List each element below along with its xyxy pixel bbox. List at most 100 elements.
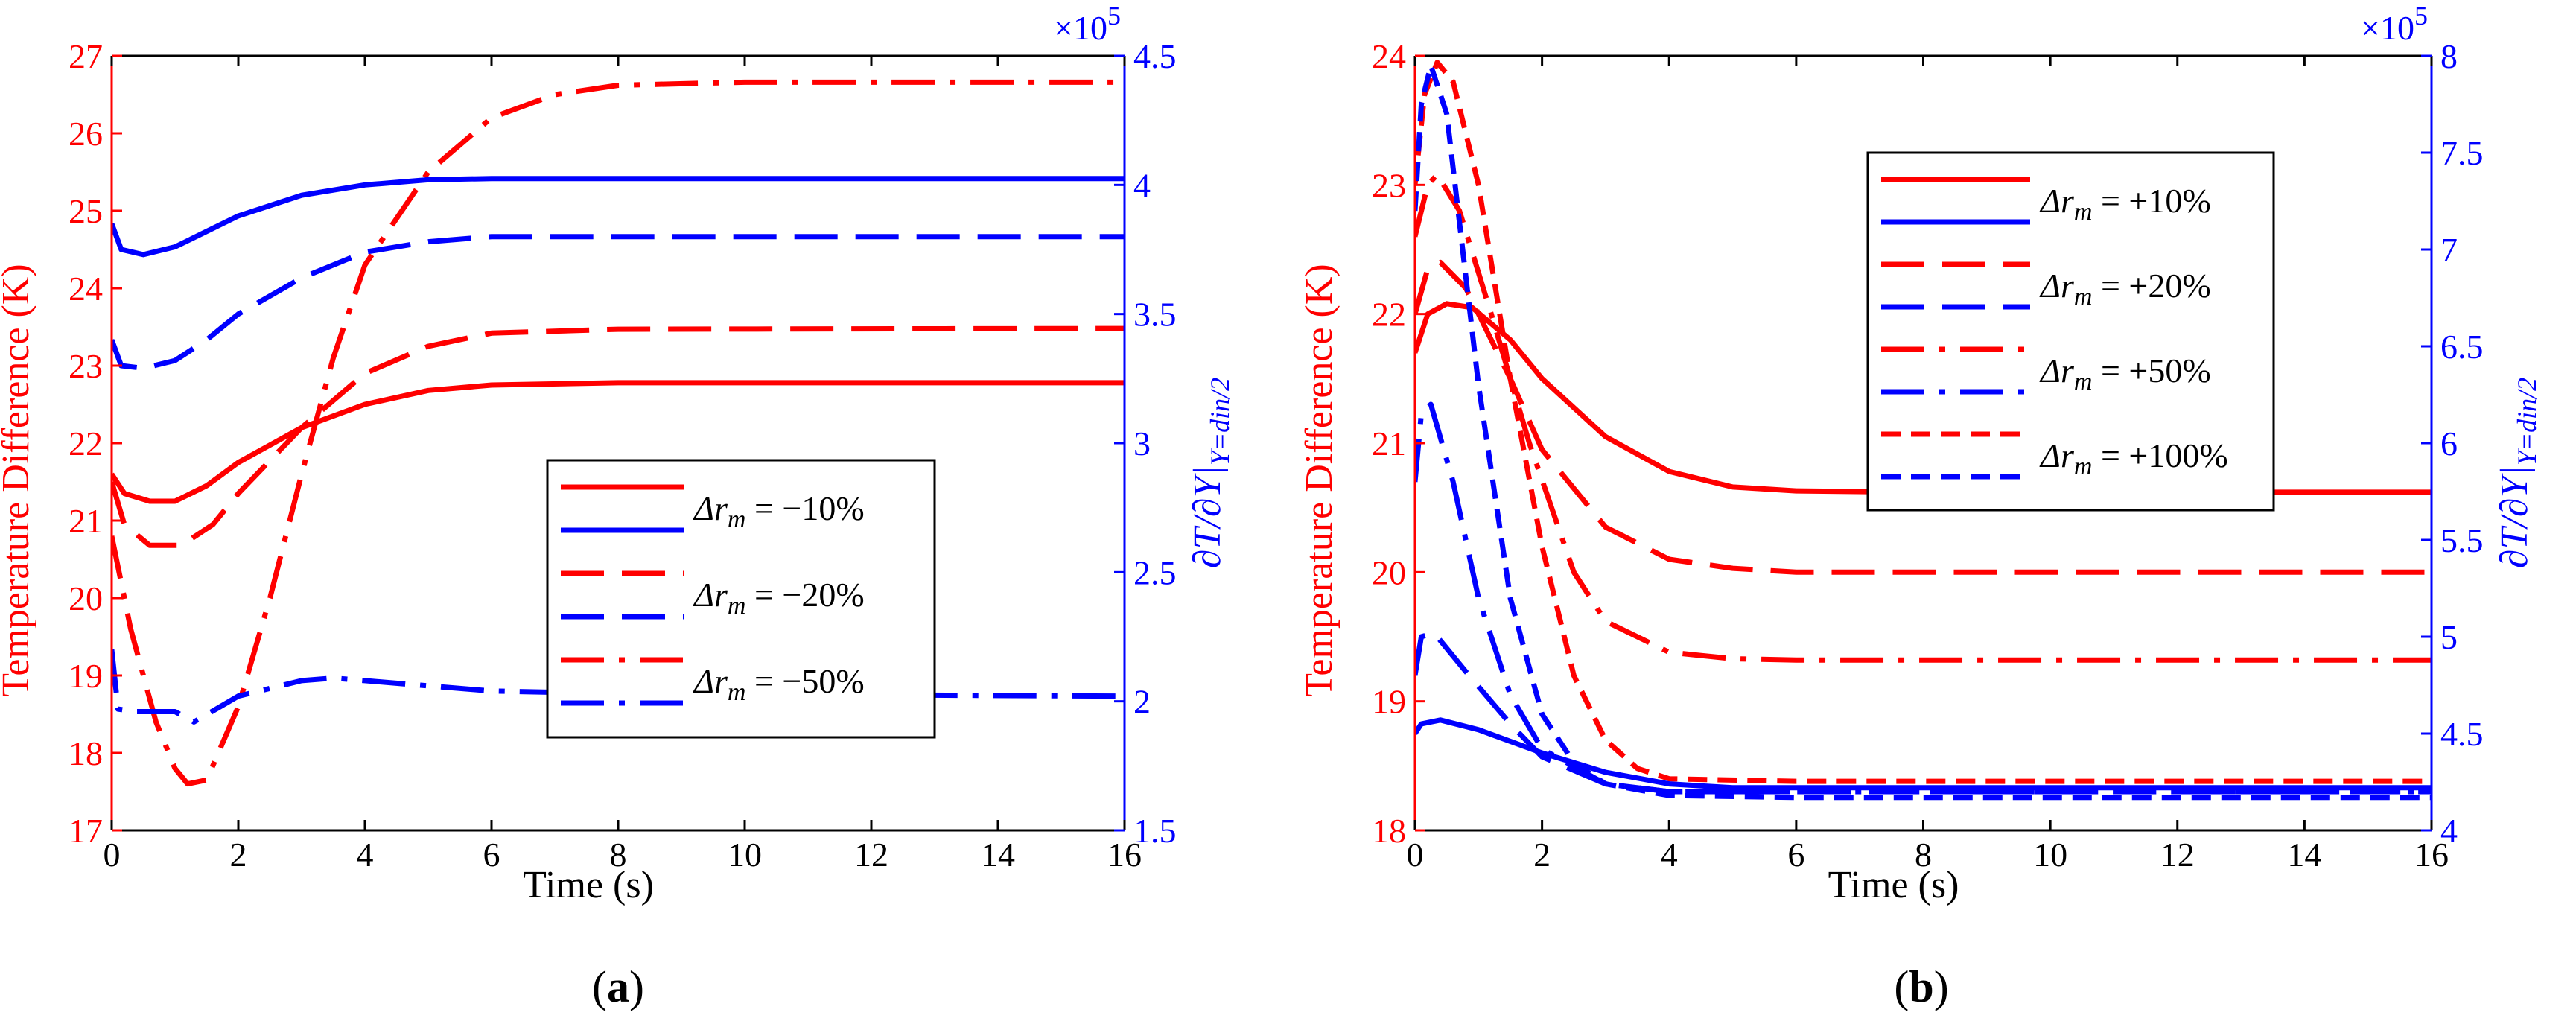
y-left-tick-label: 21 — [1372, 425, 1406, 462]
series-line-2 — [1415, 172, 2432, 663]
y-right-tick-label: 5 — [2440, 618, 2458, 656]
legend-value: = +100% — [2092, 436, 2227, 474]
x-tick-label: 0 — [1407, 836, 1424, 874]
multiplier-base: ×10 — [1054, 9, 1107, 47]
panel-label: (a) — [592, 962, 644, 1011]
series-group — [112, 79, 1125, 787]
x-tick-label: 16 — [1107, 836, 1142, 874]
y-right-tick-label: 4 — [1133, 166, 1151, 204]
panel-label-letter: a — [607, 962, 629, 1011]
x-tick-label: 10 — [728, 836, 762, 874]
x-tick-label: 8 — [610, 836, 627, 874]
panel-label-close: ) — [629, 962, 644, 1011]
x-tick-label: 0 — [104, 836, 121, 874]
multiplier-exponent: 5 — [2414, 1, 2428, 31]
y-axis-right-label-main: ∂T/∂Y| — [2493, 465, 2536, 568]
legend-subscript: m — [728, 506, 746, 533]
y-right-tick-label: 7.5 — [2440, 134, 2484, 172]
legend-symbol: Δr — [693, 662, 728, 700]
y-left-tick-label: 21 — [69, 502, 103, 540]
x-tick-label: 10 — [2033, 836, 2067, 874]
y-axis-right-label-sub: Y=din/2 — [1205, 378, 1235, 465]
y-left-tick-label: 19 — [69, 657, 103, 695]
y-right-tick-label: 2.5 — [1133, 553, 1177, 591]
y-axis-right-label-sub: Y=din/2 — [2512, 378, 2542, 465]
y-left-tick-label: 19 — [1372, 683, 1406, 721]
legend-value: = +20% — [2092, 267, 2210, 305]
y-left-tick-label: 22 — [69, 425, 103, 462]
x-tick-label: 6 — [483, 836, 500, 874]
y-axis-right-label: ∂T/∂Y|Y=din/2 — [1186, 378, 1235, 568]
y-left-tick-label: 25 — [69, 192, 103, 230]
y-right-tick-label: 6 — [2440, 425, 2458, 462]
legend-entry-text: Δrm = +50% — [2039, 352, 2211, 395]
y-right-tick-label: 5.5 — [2440, 521, 2484, 559]
right-axis-multiplier: ×105 — [2361, 1, 2428, 47]
y-right-tick-label: 3 — [1133, 425, 1151, 462]
legend-subscript: m — [728, 592, 746, 620]
series-line-1 — [1415, 259, 2432, 575]
legend-subscript: m — [728, 678, 746, 706]
y-right-tick-label: 4.5 — [1133, 37, 1177, 75]
y-axis-right-label-main: ∂T/∂Y| — [1186, 465, 1229, 568]
x-axis-label: Time (s) — [1828, 864, 1959, 906]
panel-label-open: ( — [592, 962, 607, 1011]
legend-entry-text: Δrm = +20% — [2039, 267, 2211, 311]
legend-symbol: Δr — [2039, 436, 2075, 474]
y-right-tick-label: 4.5 — [2440, 715, 2484, 753]
y-left-tick-label: 23 — [1372, 166, 1406, 204]
multiplier-base: ×10 — [2361, 9, 2414, 47]
x-tick-label: 16 — [2414, 836, 2449, 874]
y-left-tick-label: 27 — [69, 37, 103, 75]
legend-symbol: Δr — [693, 489, 728, 527]
legend: Δrm = +10%Δrm = +20%Δrm = +50%Δrm = +100… — [1866, 151, 2275, 512]
legend-subscript: m — [2074, 198, 2093, 226]
legend-subscript: m — [2074, 368, 2093, 395]
y-left-tick-label: 24 — [1372, 37, 1406, 75]
y-axis-right-label: ∂T/∂Y|Y=din/2 — [2493, 378, 2542, 568]
y-left-tick-label: 18 — [69, 734, 103, 772]
series-line-3 — [112, 176, 1125, 258]
legend-symbol: Δr — [2039, 267, 2075, 305]
y-right-tick-label: 2 — [1133, 683, 1151, 721]
y-left-tick-label: 26 — [69, 115, 103, 153]
x-tick-label: 2 — [1533, 836, 1551, 874]
legend-value: = +50% — [2092, 352, 2210, 390]
panel-label: (b) — [1894, 962, 1948, 1011]
x-tick-label: 2 — [230, 836, 247, 874]
legend-symbol: Δr — [2039, 182, 2075, 220]
x-tick-label: 4 — [357, 836, 374, 874]
series-line-4 — [1415, 717, 2432, 791]
legend-symbol: Δr — [2039, 352, 2075, 390]
y-right-tick-label: 4 — [2440, 812, 2458, 850]
legend-subscript: m — [2074, 283, 2093, 311]
series-line-0 — [112, 380, 1125, 504]
y-right-tick-label: 8 — [2440, 37, 2458, 75]
legend-box — [546, 459, 936, 739]
legend-symbol: Δr — [693, 576, 728, 614]
y-left-tick-label: 23 — [69, 347, 103, 385]
series-group — [1415, 60, 2432, 801]
chart-panel-b: 0 2 4 6 8 10 12 14 161819202122232444.555.566.57… — [1298, 1, 2542, 1011]
y-left-tick-label: 20 — [1372, 553, 1406, 591]
legend-entry-text: Δrm = +100% — [2039, 436, 2228, 480]
right-axis-multiplier: ×105 — [1054, 1, 1121, 47]
series-line-5 — [1415, 630, 2432, 795]
legend-value: = +10% — [2092, 182, 2210, 220]
multiplier-exponent: 5 — [1107, 1, 1121, 31]
y-left-tick-label: 20 — [69, 579, 103, 617]
legend-value: = −50% — [745, 662, 864, 700]
y-left-tick-label: 17 — [69, 812, 103, 850]
panel-label-open: ( — [1894, 962, 1909, 1011]
y-left-tick-label: 22 — [1372, 296, 1406, 334]
x-tick-label: 12 — [854, 836, 888, 874]
series-line-3 — [1415, 60, 2432, 784]
y-right-tick-label: 3.5 — [1133, 296, 1177, 334]
y-left-tick-label: 18 — [1372, 812, 1406, 850]
y-right-tick-label: 1.5 — [1133, 812, 1177, 850]
x-tick-label: 12 — [2160, 836, 2195, 874]
legend-value: = −10% — [745, 489, 864, 527]
x-axis-label: Time (s) — [523, 864, 654, 906]
y-axis-left-label: Temperature Difference (K) — [1298, 264, 1341, 697]
